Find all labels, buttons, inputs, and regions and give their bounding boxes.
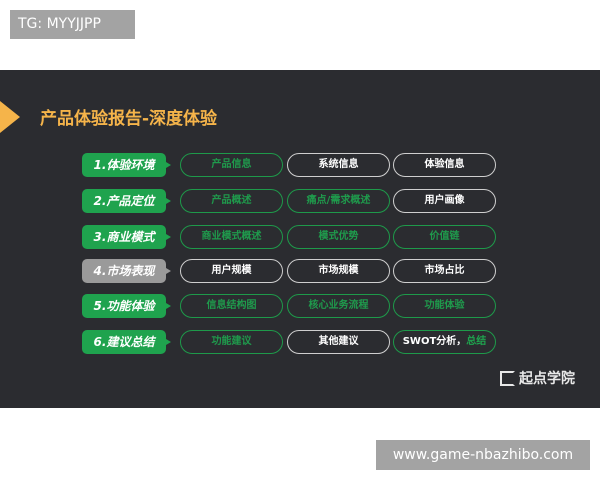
triangle-icon bbox=[161, 300, 171, 312]
item-pill: 体验信息 bbox=[393, 153, 496, 177]
triangle-icon bbox=[161, 336, 171, 348]
item-pill: 痛点/需求概述 bbox=[287, 189, 390, 213]
item-pill: 系统信息 bbox=[287, 153, 390, 177]
item-pill: 信息结构图 bbox=[180, 294, 283, 318]
slide-title: 产品体验报告-深度体验 bbox=[40, 109, 218, 129]
item-text: SWOT分析， bbox=[402, 336, 467, 347]
item-pill: 功能体验 bbox=[393, 294, 496, 318]
logo: 起点学院 bbox=[500, 368, 575, 388]
item-text-2: 总结 bbox=[466, 336, 487, 347]
watermark-bottom: www.game-nbazhibo.com bbox=[376, 440, 590, 470]
section-label: 2.产品定位 bbox=[82, 189, 166, 213]
item-pill: 其他建议 bbox=[287, 330, 390, 354]
item-pill: 功能建议 bbox=[180, 330, 283, 354]
item-pill: 核心业务流程 bbox=[287, 294, 390, 318]
section-label: 5.功能体验 bbox=[82, 294, 166, 318]
item-pill: 产品信息 bbox=[180, 153, 283, 177]
item-pill: 产品概述 bbox=[180, 189, 283, 213]
section-label: 3.商业模式 bbox=[82, 225, 166, 249]
section-label: 6.建议总结 bbox=[82, 330, 166, 354]
triangle-icon bbox=[161, 265, 171, 277]
slide-panel: 产品体验报告-深度体验 1.体验环境 产品信息 系统信息 体验信息 2.产品定位 产品概述… bbox=[0, 70, 600, 408]
item-pill: 用户画像 bbox=[393, 189, 496, 213]
logo-icon bbox=[500, 370, 515, 386]
item-pill: 商业模式概述 bbox=[180, 225, 283, 249]
triangle-icon bbox=[161, 159, 171, 171]
triangle-icon bbox=[161, 195, 171, 207]
item-pill: 价值链 bbox=[393, 225, 496, 249]
item-pill: SWOT分析，总结 bbox=[393, 330, 496, 354]
logo-text: 起点学院 bbox=[519, 371, 575, 387]
arrow-icon bbox=[0, 101, 20, 133]
section-label: 1.体验环境 bbox=[82, 153, 166, 177]
watermark-top: TG: MYYJJPP bbox=[10, 10, 135, 39]
triangle-icon bbox=[161, 231, 171, 243]
item-pill: 模式优势 bbox=[287, 225, 390, 249]
item-pill: 市场占比 bbox=[393, 259, 496, 283]
item-pill: 市场规模 bbox=[287, 259, 390, 283]
item-pill: 用户规模 bbox=[180, 259, 283, 283]
section-label: 4.市场表现 bbox=[82, 259, 166, 283]
